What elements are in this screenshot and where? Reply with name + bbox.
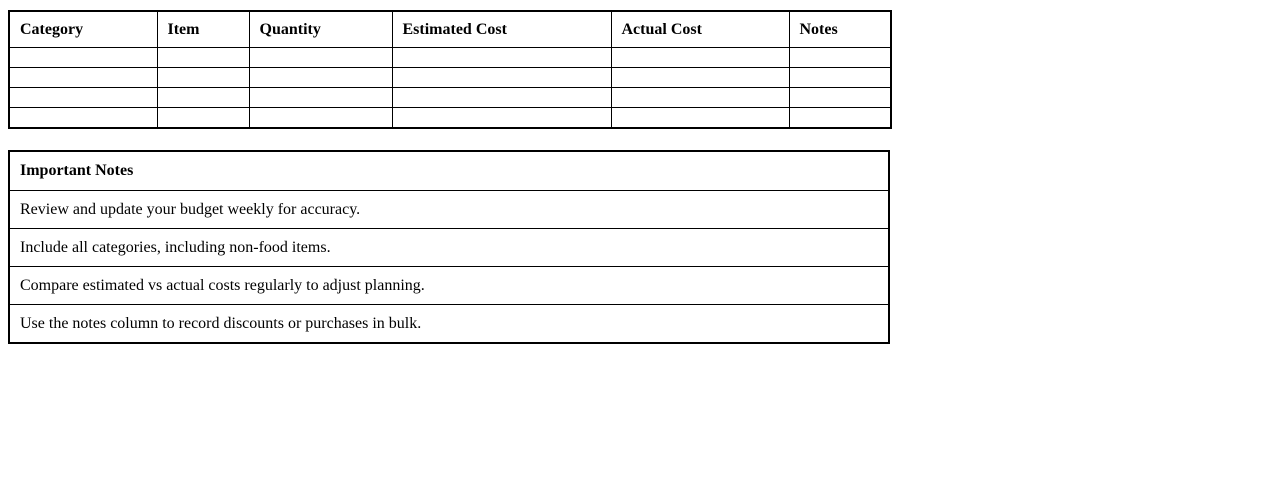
budget-table-empty-cell bbox=[8, 107, 158, 129]
budget-table-empty-row bbox=[8, 47, 892, 68]
budget-table-empty-cell bbox=[156, 107, 250, 129]
column-header-notes: Notes bbox=[788, 10, 892, 48]
column-header-estimated-cost: Estimated Cost bbox=[391, 10, 612, 48]
note-row: Include all categories, including non-fo… bbox=[8, 228, 890, 267]
budget-table-empty-cell bbox=[248, 87, 393, 108]
budget-table-empty-cell bbox=[610, 107, 790, 129]
notes-table-title: Important Notes bbox=[8, 150, 890, 191]
budget-table-empty-cell bbox=[8, 87, 158, 108]
budget-table-empty-cell bbox=[156, 87, 250, 108]
budget-table-header-row: Category Item Quantity Estimated Cost Ac… bbox=[8, 10, 892, 48]
budget-table-empty-cell bbox=[8, 67, 158, 88]
budget-table-empty-cell bbox=[391, 47, 612, 68]
note-text: Review and update your budget weekly for… bbox=[8, 190, 890, 229]
budget-table-empty-cell bbox=[391, 87, 612, 108]
note-text: Use the notes column to record discounts… bbox=[8, 304, 890, 344]
budget-table-empty-cell bbox=[788, 47, 892, 68]
budget-table: Category Item Quantity Estimated Cost Ac… bbox=[8, 10, 892, 129]
budget-table-empty-cell bbox=[156, 67, 250, 88]
budget-table-empty-cell bbox=[610, 47, 790, 68]
important-notes-table: Important Notes Review and update your b… bbox=[8, 150, 890, 344]
column-header-quantity: Quantity bbox=[248, 10, 393, 48]
budget-table-empty-cell bbox=[248, 67, 393, 88]
column-header-category: Category bbox=[8, 10, 158, 48]
budget-table-empty-cell bbox=[156, 47, 250, 68]
budget-table-empty-cell bbox=[610, 87, 790, 108]
column-header-actual-cost: Actual Cost bbox=[610, 10, 790, 48]
budget-table-empty-row bbox=[8, 107, 892, 129]
budget-table-empty-cell bbox=[248, 47, 393, 68]
note-row: Compare estimated vs actual costs regula… bbox=[8, 266, 890, 305]
budget-table-empty-cell bbox=[788, 67, 892, 88]
budget-table-empty-cell bbox=[391, 107, 612, 129]
budget-table-empty-row bbox=[8, 87, 892, 108]
budget-table-empty-cell bbox=[788, 87, 892, 108]
budget-table-empty-row bbox=[8, 67, 892, 88]
budget-table-body bbox=[8, 47, 892, 129]
note-row: Use the notes column to record discounts… bbox=[8, 304, 890, 344]
note-text: Include all categories, including non-fo… bbox=[8, 228, 890, 267]
budget-table-empty-cell bbox=[610, 67, 790, 88]
budget-table-empty-cell bbox=[788, 107, 892, 129]
notes-table-header-row: Important Notes bbox=[8, 150, 890, 191]
budget-table-empty-cell bbox=[248, 107, 393, 129]
note-row: Review and update your budget weekly for… bbox=[8, 190, 890, 229]
column-header-item: Item bbox=[156, 10, 250, 48]
note-text: Compare estimated vs actual costs regula… bbox=[8, 266, 890, 305]
budget-table-empty-cell bbox=[391, 67, 612, 88]
budget-table-empty-cell bbox=[8, 47, 158, 68]
notes-table-body: Review and update your budget weekly for… bbox=[8, 190, 890, 344]
